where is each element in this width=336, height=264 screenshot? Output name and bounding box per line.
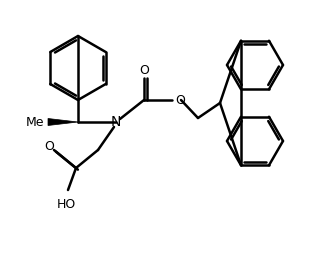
Text: HO: HO [56, 198, 76, 211]
Text: N: N [111, 115, 121, 129]
Text: Me: Me [26, 116, 44, 129]
Text: O: O [175, 93, 185, 106]
Text: O: O [44, 139, 54, 153]
Text: O: O [139, 64, 149, 78]
Polygon shape [48, 119, 78, 125]
